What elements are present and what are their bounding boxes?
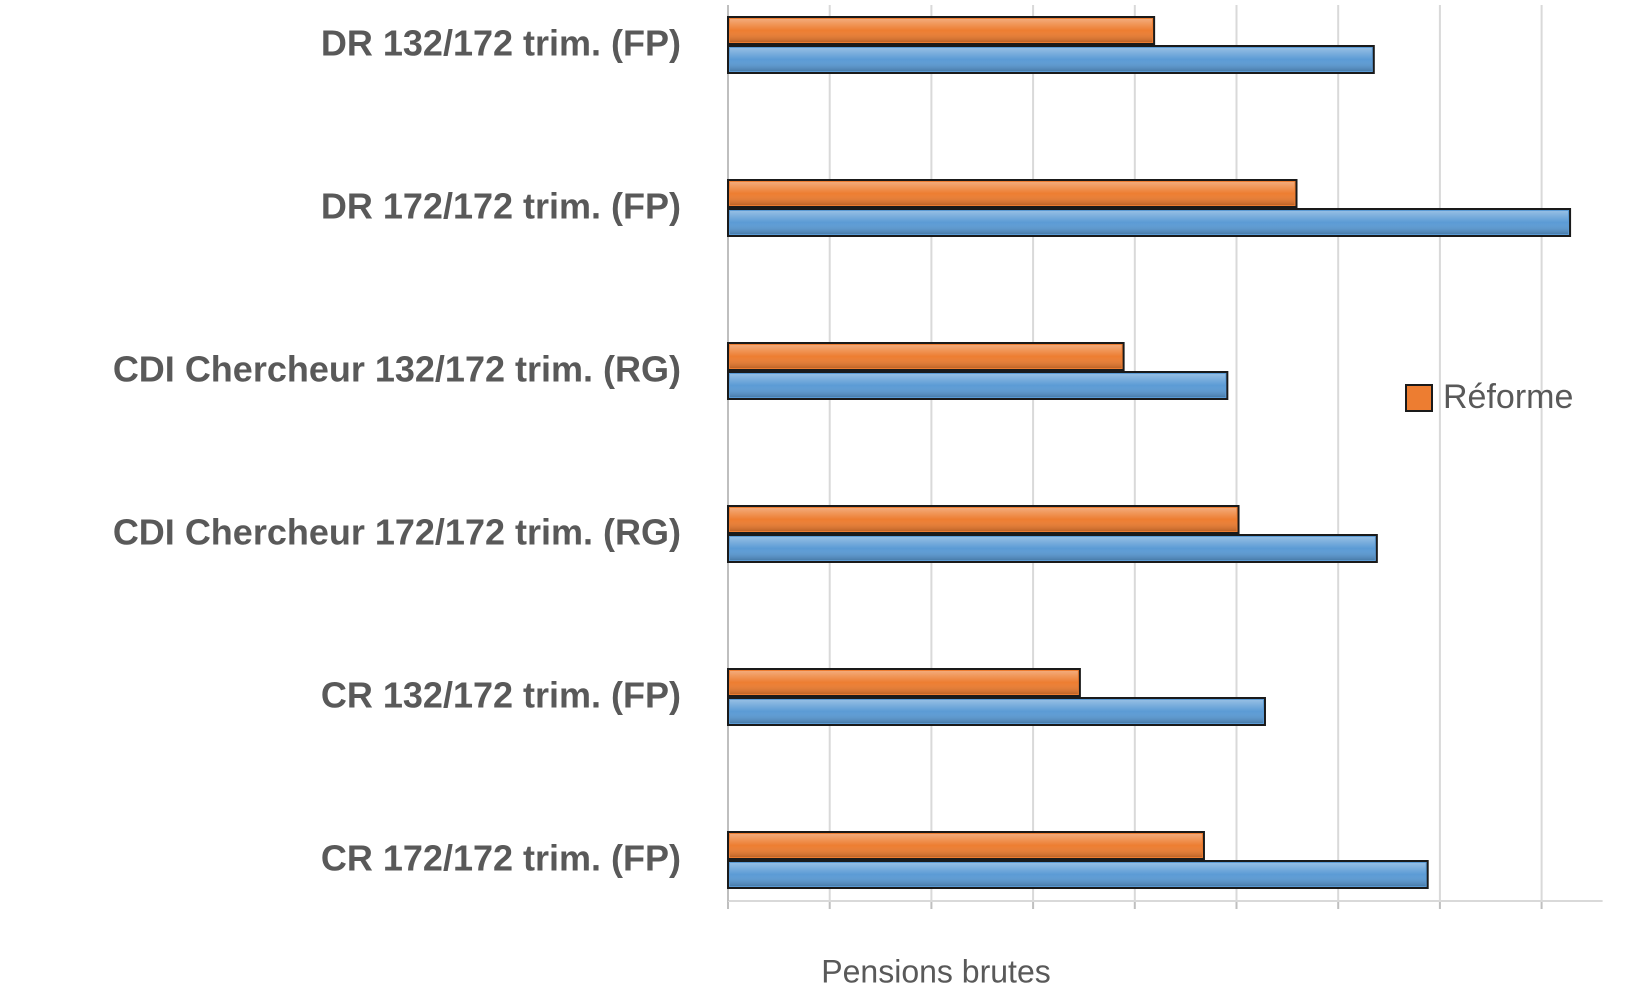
bar-shine <box>730 863 1426 886</box>
bar-shine <box>730 211 1569 234</box>
bar-shine <box>730 374 1226 397</box>
bar-shine <box>730 508 1237 531</box>
y-tick-label: CDI Chercheur 172/172 trim. (RG) <box>113 512 681 553</box>
y-tick-label: DR 132/172 trim. (FP) <box>321 23 681 64</box>
y-tick-label: DR 172/172 trim. (FP) <box>321 186 681 227</box>
bar-shine <box>730 345 1122 368</box>
bar-shine <box>730 537 1375 560</box>
bar-shine <box>730 48 1372 71</box>
bar-shine <box>730 182 1295 205</box>
y-tick-label: CDI Chercheur 132/172 trim. (RG) <box>113 349 681 390</box>
y-tick-label: CR 172/172 trim. (FP) <box>321 838 681 879</box>
bar-shine <box>730 671 1078 694</box>
bar-shine <box>730 834 1202 857</box>
bar-shine <box>730 700 1263 723</box>
legend-swatch <box>1405 384 1433 412</box>
x-axis-label: Pensions brutes <box>821 953 1050 988</box>
legend-label: Réforme <box>1443 378 1573 416</box>
bar-shine <box>730 19 1153 42</box>
y-tick-label: CR 132/172 trim. (FP) <box>321 675 681 716</box>
